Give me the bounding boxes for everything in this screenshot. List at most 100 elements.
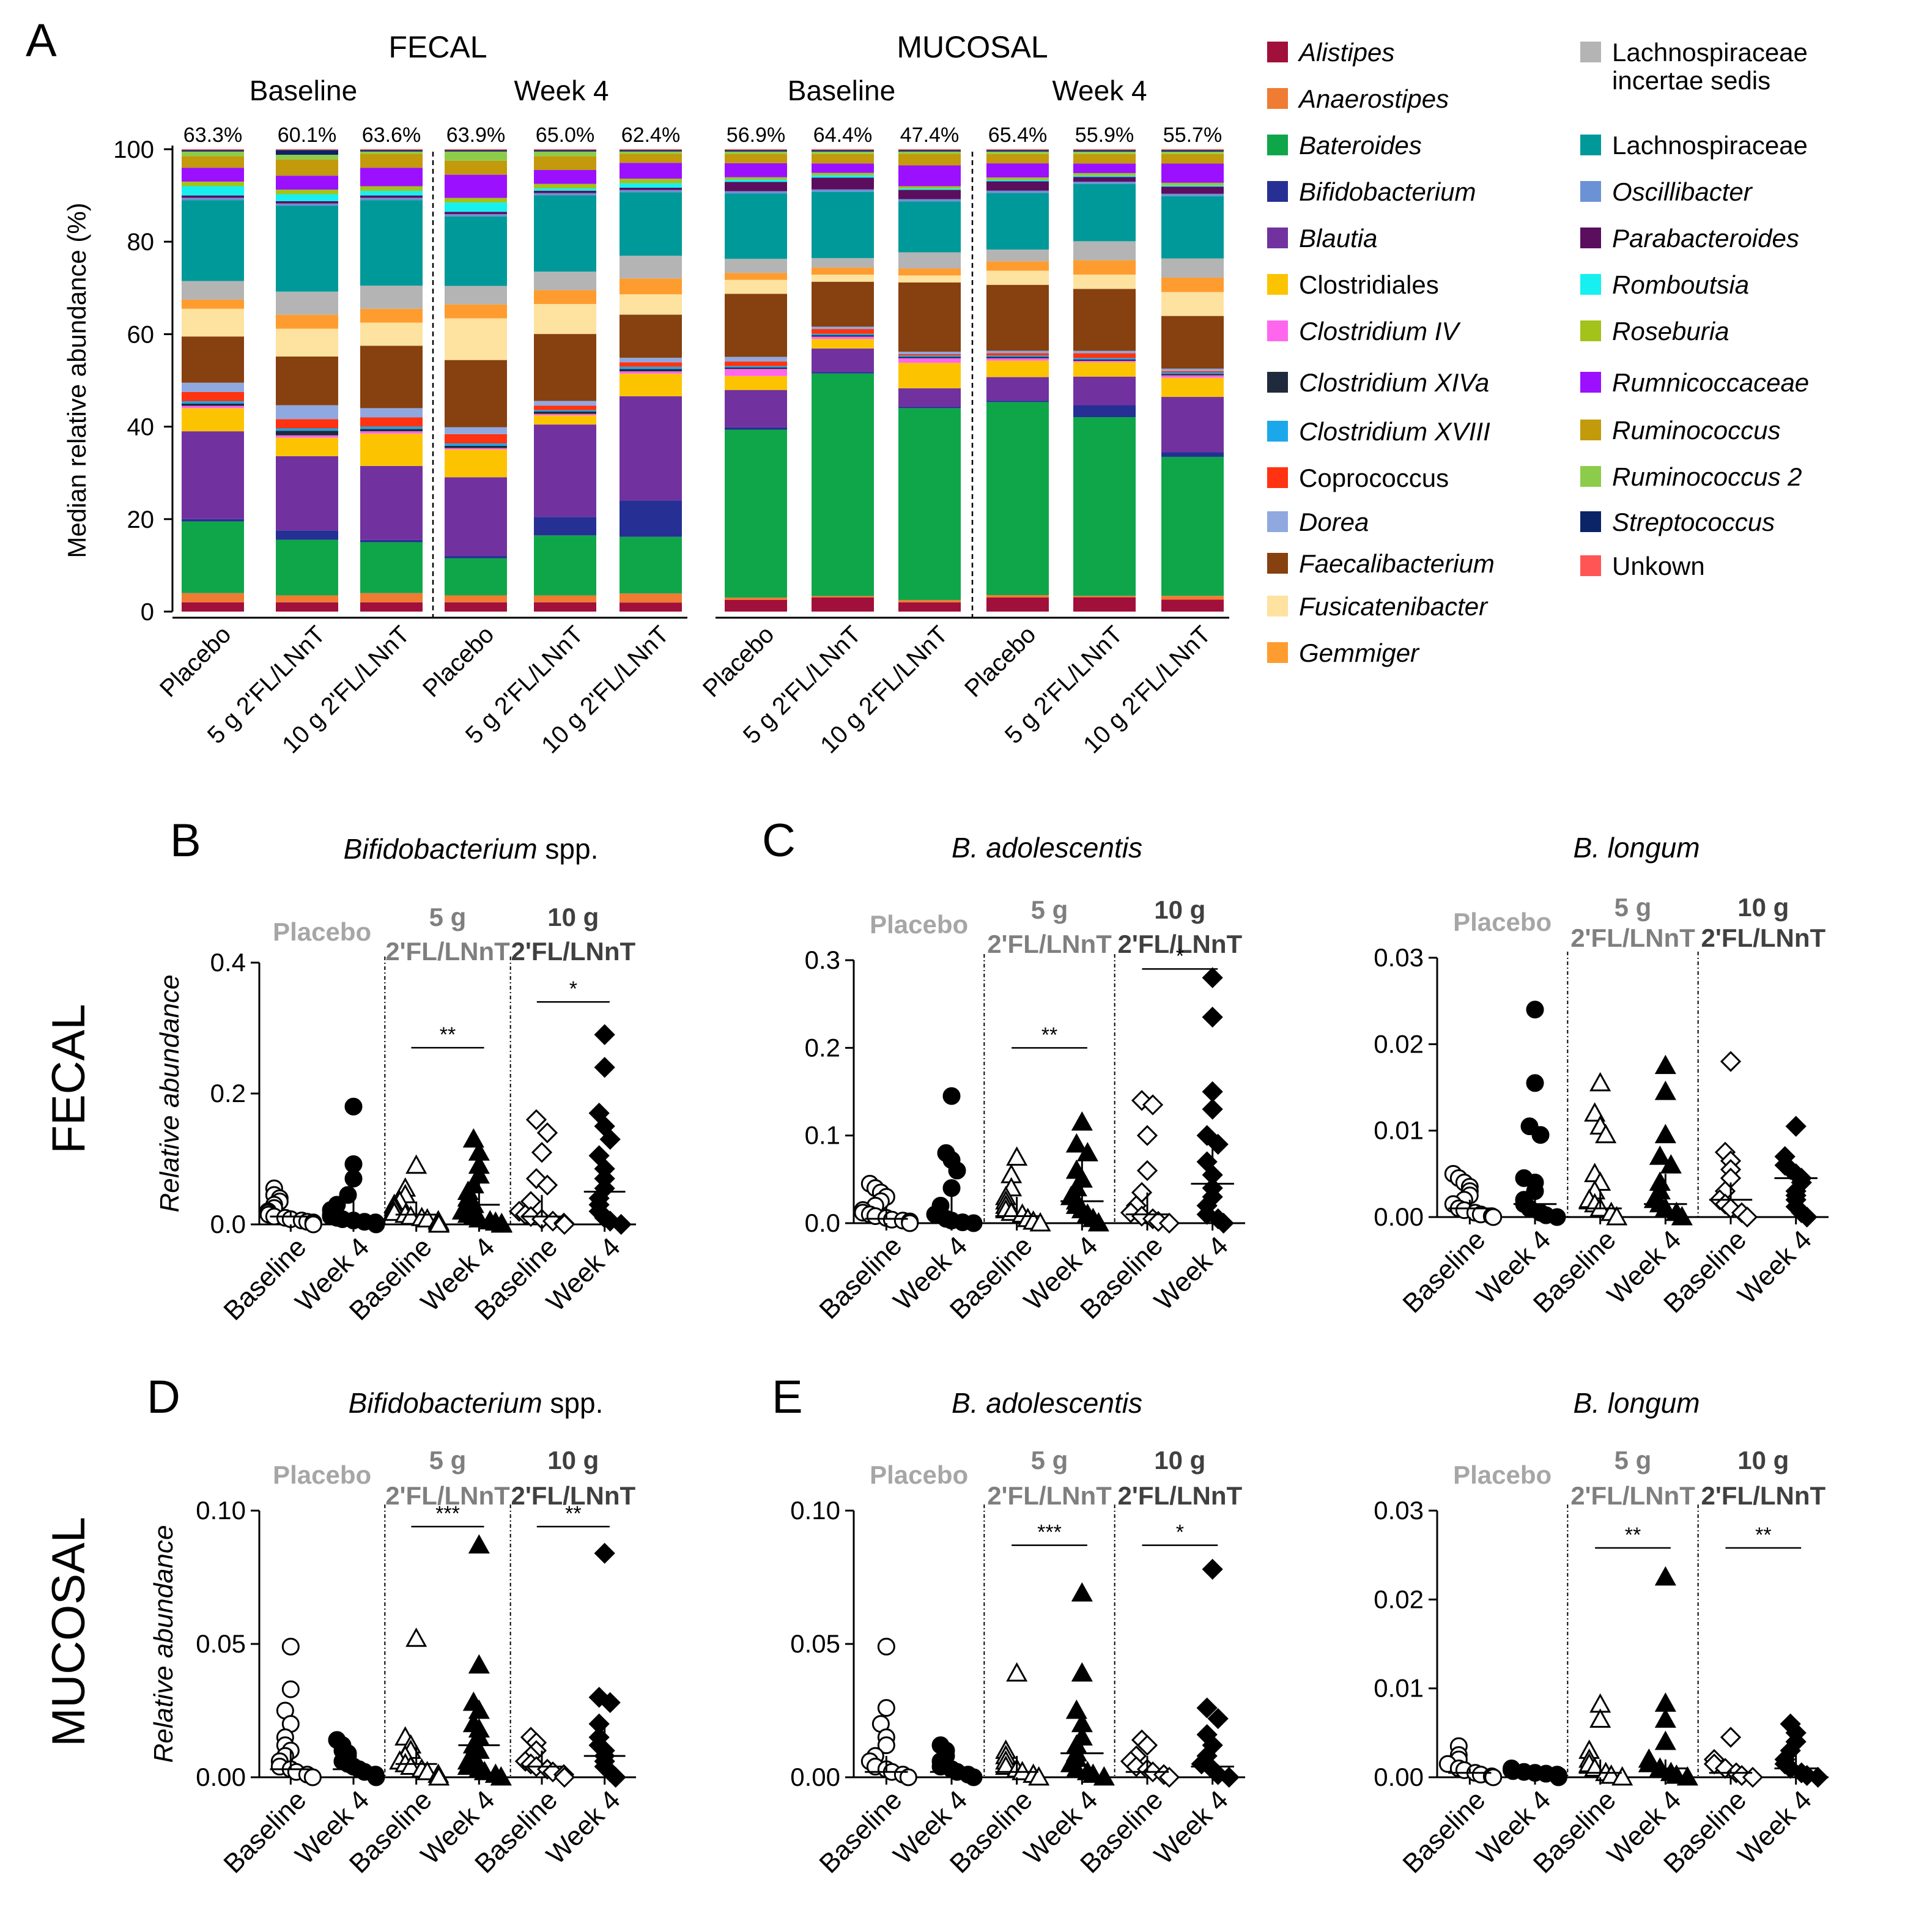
panel-a-y-tick-label: 100 — [113, 136, 154, 163]
group-header-10g: 10 g — [1154, 895, 1205, 924]
bar-segment-fusicatenibacter — [1073, 274, 1136, 289]
data-point-triangle — [1654, 1730, 1676, 1750]
legend-item-fusicatenibacter: Fusicatenibacter — [1267, 592, 1489, 621]
bar-segment-ruminococcus-2 — [534, 151, 596, 157]
bar-segment-rumnicoccaceae — [620, 163, 682, 179]
data-point-circle — [1548, 1208, 1566, 1226]
scatter-category-4 — [1120, 1729, 1180, 1788]
legend-swatch — [1267, 181, 1288, 202]
legend-label: Dorea — [1299, 508, 1369, 536]
data-point-diamond — [594, 1057, 615, 1078]
data-point-triangle — [1671, 1205, 1693, 1226]
data-point-triangle — [1654, 1566, 1676, 1586]
bar-segment-anaerostipes — [812, 596, 874, 598]
bar-segment-anaerostipes — [1161, 596, 1224, 600]
scatter-x-tick-label: Baseline — [218, 1785, 312, 1879]
bar-segment-roseburia — [360, 186, 423, 191]
data-point-diamond — [1213, 1212, 1234, 1234]
scatter-category-5 — [583, 1542, 626, 1788]
panel-a-y-tick-label: 0 — [141, 599, 154, 626]
bar-segment-blautia — [620, 396, 682, 501]
scatter-category-5 — [1191, 967, 1234, 1234]
significance-label: ** — [1755, 1523, 1771, 1547]
group-header-placebo: Placebo — [273, 917, 371, 946]
data-point-triangle — [462, 1128, 484, 1148]
bar-segment-unkown — [276, 149, 338, 150]
significance-label: * — [1176, 944, 1184, 968]
bar-segment-gemmiger — [725, 273, 787, 280]
data-point-triangle — [1065, 1133, 1087, 1153]
bar-segment-dorea — [898, 352, 961, 354]
bar-segment-clostridiales — [898, 363, 961, 388]
bar-segment-lachnospiraceae — [986, 193, 1049, 250]
bar-segment-alistipes — [276, 602, 338, 612]
bar-segment-lachnospiraceae-incertae-sedis — [898, 252, 961, 269]
bar-segment-roseburia — [1161, 182, 1224, 185]
panel-a-bar-3 — [445, 149, 507, 612]
scatter-category-1 — [930, 1736, 983, 1786]
data-point-circle — [948, 1161, 966, 1180]
legend-item-roseburia: Roseburia — [1580, 317, 1729, 346]
bar-segment-lachnospiraceae — [620, 192, 682, 256]
significance-label: ** — [1041, 1023, 1057, 1046]
legend-swatch — [1267, 467, 1288, 488]
data-point-triangle — [428, 1766, 450, 1786]
data-point-triangle — [1654, 1708, 1676, 1728]
bar-segment-anaerostipes — [276, 595, 338, 602]
legend-swatch — [1580, 320, 1601, 341]
bar-segment-fusicatenibacter — [812, 275, 874, 282]
bar-segment-fusicatenibacter — [182, 308, 244, 337]
bar-segment-clostridium-xviii — [276, 428, 338, 431]
bar-segment-alistipes — [620, 602, 682, 612]
bar-segment-romboutsia — [986, 180, 1049, 182]
scatter-category-1 — [322, 1097, 385, 1234]
bar-segment-clostridium-iv — [1073, 361, 1136, 363]
bar-segment-coprococcus — [182, 391, 244, 402]
scatter-y-tick-label: 0.00 — [790, 1763, 840, 1791]
panel-a-y-tick-label: 80 — [127, 229, 155, 256]
scatter-y-tick-label: 0.2 — [210, 1079, 246, 1108]
bar-segment-fusicatenibacter — [898, 275, 961, 283]
bar-segment-clostridium-xviii — [360, 426, 423, 429]
bar-segment-dorea — [276, 405, 338, 420]
bar-segment-ruminococcus-2 — [182, 151, 244, 157]
scatter-y-tick-label: 0.3 — [805, 946, 840, 974]
data-point-triangle — [1584, 1102, 1606, 1122]
bar-segment-unkown — [898, 149, 961, 150]
data-point-circle — [1549, 1768, 1567, 1786]
bar-segment-ruminococcus-2 — [1161, 151, 1224, 154]
data-point-circle — [1526, 1001, 1544, 1019]
bar-segment-clostridium-iv — [725, 369, 787, 376]
bar-segment-ruminococcus — [620, 154, 682, 163]
bar-segment-rumnicoccaceae — [1073, 163, 1136, 173]
bar-segment-rumnicoccaceae — [445, 174, 507, 198]
scatter-y-axis-label: Relative abundance — [155, 975, 185, 1213]
bar-segment-unkown — [1073, 149, 1136, 150]
scatter-y-tick-label: 0.10 — [196, 1496, 246, 1525]
bar-segment-blautia — [182, 431, 244, 519]
legend-swatch — [1580, 511, 1601, 532]
bar-segment-coprococcus — [620, 362, 682, 367]
bar-segment-romboutsia — [620, 183, 682, 188]
group-header-10g: 10 g — [1737, 1446, 1789, 1475]
scatter-y-tick-label: 0.0 — [805, 1208, 840, 1237]
data-point-circle — [877, 1637, 895, 1656]
legend-swatch — [1267, 228, 1288, 248]
data-point-circle — [344, 1169, 363, 1188]
bar-segment-ruminococcus — [1161, 154, 1224, 164]
data-point-triangle — [1093, 1766, 1115, 1786]
group-header-5g: 5 g — [1615, 1446, 1652, 1475]
bar-segment-rumnicoccaceae — [276, 176, 338, 190]
group-header-5g: 5 g — [429, 1446, 467, 1475]
scatter-category-0 — [259, 1179, 322, 1234]
bar-segment-rumnicoccaceae — [182, 168, 244, 182]
bar-segment-clostridium-xviii — [812, 333, 874, 336]
group-header-placebo: Placebo — [1453, 908, 1552, 936]
group-header-5g-dose: 2'FL/LNnT — [987, 930, 1112, 958]
panel-a-group-label-mucosal-baseline: Baseline — [788, 75, 895, 106]
bar-segment-faecalibacterium — [445, 360, 507, 427]
bar-segment-rumnicoccaceae — [360, 168, 423, 187]
bar-segment-unkown — [445, 149, 507, 150]
